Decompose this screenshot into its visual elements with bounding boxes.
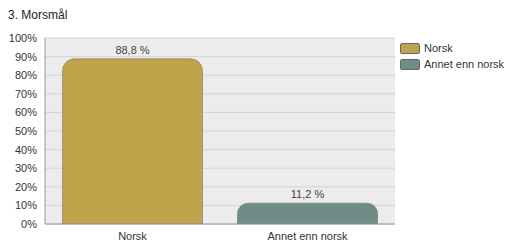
svg-text:10%: 10% bbox=[15, 199, 37, 211]
svg-text:100%: 100% bbox=[9, 32, 37, 44]
html-text:Annet enn norsk: Annet enn norsk bbox=[424, 58, 505, 70]
svg-text:60%: 60% bbox=[15, 106, 37, 118]
svg-text:50%: 50% bbox=[15, 125, 37, 137]
svg-text:20%: 20% bbox=[15, 181, 37, 193]
svg-text:11,2 %: 11,2 % bbox=[291, 188, 325, 200]
svg-text:90%: 90% bbox=[15, 51, 37, 63]
svg-text:40%: 40% bbox=[15, 144, 37, 156]
svg-text:80%: 80% bbox=[15, 69, 37, 81]
svg-text:70%: 70% bbox=[15, 88, 37, 100]
svg-text:Norsk: Norsk bbox=[118, 230, 147, 242]
svg-text:Annet enn norsk: Annet enn norsk bbox=[267, 230, 348, 242]
svg-text:88,8 %: 88,8 % bbox=[115, 44, 149, 56]
html-text:3. Morsmål: 3. Morsmål bbox=[8, 8, 68, 22]
svg-text:30%: 30% bbox=[15, 162, 37, 174]
svg-text:0%: 0% bbox=[21, 218, 37, 230]
html-text:Norsk: Norsk bbox=[424, 42, 453, 54]
